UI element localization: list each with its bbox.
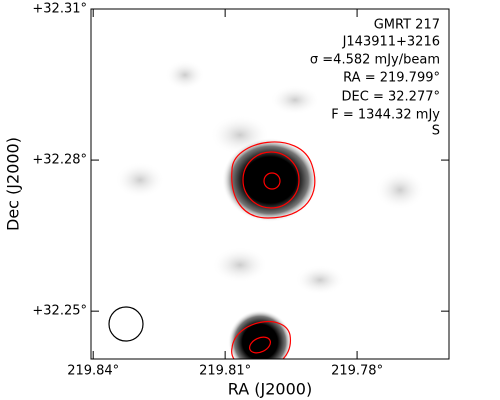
annotation: RA = 219.799° (343, 71, 440, 86)
x-axis-label: RA (J2000) (228, 380, 312, 399)
annotation: GMRT 217 (374, 18, 440, 33)
annotation: σ =4.582 mJy/beam (310, 53, 440, 68)
annotation: S (432, 124, 440, 139)
y-tick-label: +32.28° (32, 153, 87, 168)
beam (108, 306, 144, 342)
annotation: J143911+3216 (342, 35, 440, 50)
annotation: DEC = 32.277° (342, 90, 440, 105)
plot-frame (90, 8, 450, 360)
x-tick-label: 219.84° (67, 364, 119, 379)
y-tick-label: +32.25° (32, 304, 87, 319)
annotation: F = 1344.32 mJy (331, 108, 440, 123)
y-axis-label: Dec (J2000) (4, 137, 23, 231)
sky-image (115, 60, 425, 359)
y-tick-label: +32.31° (32, 2, 87, 17)
x-tick-label: 219.81° (199, 364, 251, 379)
x-tick-label: 219.78° (331, 364, 383, 379)
